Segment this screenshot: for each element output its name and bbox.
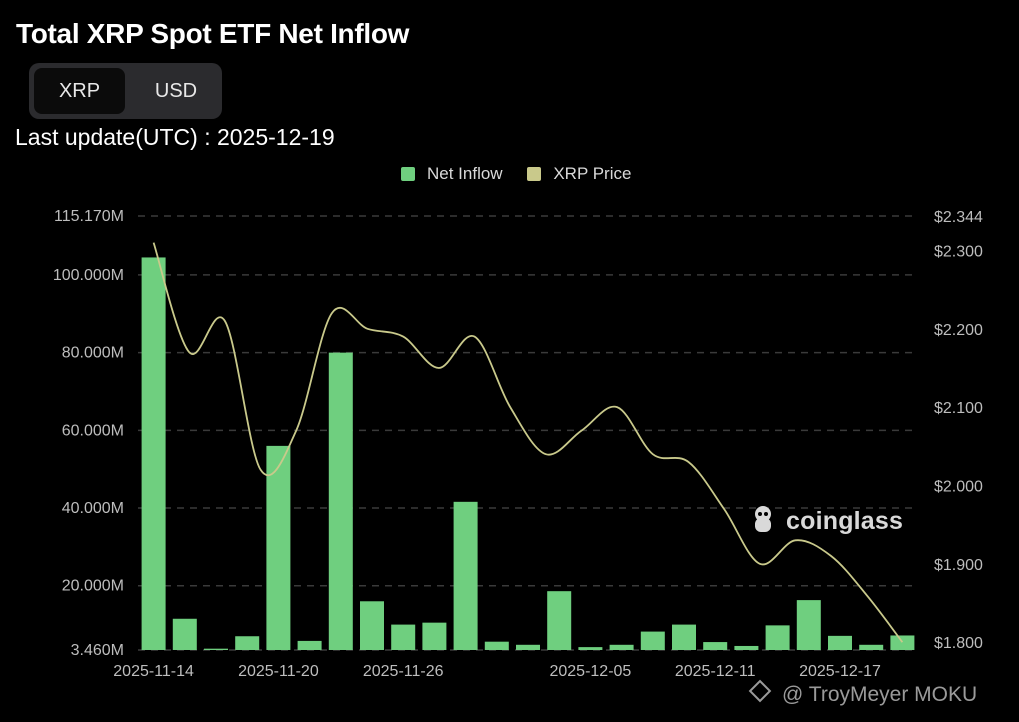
x-tick-label-3: 2025-12-05 (549, 663, 631, 680)
grid-lines (138, 215, 918, 651)
legend-xrp-price[interactable]: XRP Price (527, 164, 631, 184)
legend-net-inflow-swatch (401, 166, 415, 181)
bar-2025-12-09 (640, 631, 665, 650)
bar-2025-12-03 (516, 644, 540, 650)
bar-2025-11-21 (297, 640, 322, 650)
last-update-text: Last update(UTC) : 2025-12-19 (15, 124, 335, 150)
bar-2025-12-18 (859, 644, 884, 650)
bar-2025-11-26 (391, 624, 416, 650)
toggle-xrp-button[interactable]: XRP (34, 68, 125, 114)
y-left-tick-label-3: 60.000M (62, 422, 124, 439)
bar-2025-12-11 (703, 642, 728, 650)
legend-xrp-price-swatch (527, 166, 542, 181)
y-right-tick-label-3: $2.100 (934, 400, 983, 417)
bar-2025-12-19 (890, 635, 915, 650)
legend-xrp-price-label: XRP Price (553, 163, 632, 183)
y-left-tick-label-4: 80.000M (62, 345, 124, 362)
bar-2025-11-24 (328, 352, 353, 650)
legend-net-inflow[interactable]: Net Inflow (401, 164, 503, 184)
bar-2025-12-02 (484, 641, 509, 650)
y-axis-right: $1.800 $1.900 $2.000 $2.100 $2.200 $2.300 $2.3… (934, 209, 983, 652)
y-left-tick-label-2: 40.000M (62, 500, 124, 517)
bar-2025-12-05 (578, 647, 603, 650)
y-left-tick-label-0: 3.460M (71, 642, 124, 659)
bar-2025-12-10 (672, 624, 696, 650)
bar-2025-12-08 (609, 644, 634, 650)
author-credit: @ TroyMeyer MOKU (748, 679, 978, 707)
bar-2025-12-16 (796, 600, 821, 650)
x-tick-label-4: 2025-12-11 (675, 663, 756, 680)
toggle-usd-button[interactable]: USD (154, 80, 198, 102)
bar-2025-11-19 (235, 636, 260, 650)
y-right-tick-label-5: $2.300 (934, 243, 983, 260)
coinglass-watermark-text: coinglass (786, 507, 904, 535)
y-left-tick-label-5: 100.000M (53, 267, 124, 284)
legend-net-inflow-label: Net Inflow (427, 163, 503, 183)
bar-2025-12-15 (765, 625, 790, 650)
author-credit-text: @ TroyMeyer MOKU (782, 683, 978, 706)
y-axis-left: 3.460M 20.000M 40.000M 60.000M 80.000M 100.00… (53, 208, 124, 659)
x-tick-label-2: 2025-11-26 (363, 663, 444, 680)
coinglass-watermark: coinglass (750, 505, 903, 536)
bar-2025-11-17 (172, 618, 197, 650)
currency-toggle[interactable]: XRP USD (29, 63, 222, 119)
y-right-tick-label-4: $2.200 (934, 322, 983, 339)
y-right-tick-label-2: $2.000 (934, 478, 983, 495)
bar-2025-11-14 (141, 257, 166, 650)
y-left-tick-label-1: 20.000M (62, 578, 124, 595)
x-axis: 2025-11-14 2025-11-20 2025-11-26 2025-12-05… (113, 663, 881, 680)
coinglass-logo-icon (755, 506, 771, 532)
chart-legend: Net Inflow XRP Price (401, 163, 651, 184)
chart-title: Total XRP Spot ETF Net Inflow (16, 18, 410, 49)
price-line-series (152, 242, 904, 643)
bar-2025-12-04 (547, 591, 572, 650)
bar-2025-12-17 (828, 635, 852, 650)
bar-2025-11-28 (422, 622, 447, 650)
x-tick-label-5: 2025-12-17 (799, 663, 881, 680)
y-left-tick-label-6: 115.170M (54, 208, 124, 225)
bar-2025-12-01 (453, 501, 478, 650)
x-tick-label-0: 2025-11-14 (113, 663, 194, 680)
x-tick-label-1: 2025-11-20 (238, 663, 319, 680)
y-right-tick-label-1: $1.900 (934, 557, 983, 574)
xrp-price-line (152, 242, 904, 643)
bar-2025-11-20 (266, 445, 291, 650)
diamond-icon (748, 679, 772, 703)
bar-2025-11-25 (360, 601, 384, 650)
y-right-tick-label-6: $2.344 (934, 209, 983, 226)
bar-2025-11-18 (204, 648, 228, 650)
bar-series (141, 257, 915, 650)
bar-2025-12-12 (734, 645, 759, 650)
y-right-tick-label-0: $1.800 (934, 635, 983, 652)
